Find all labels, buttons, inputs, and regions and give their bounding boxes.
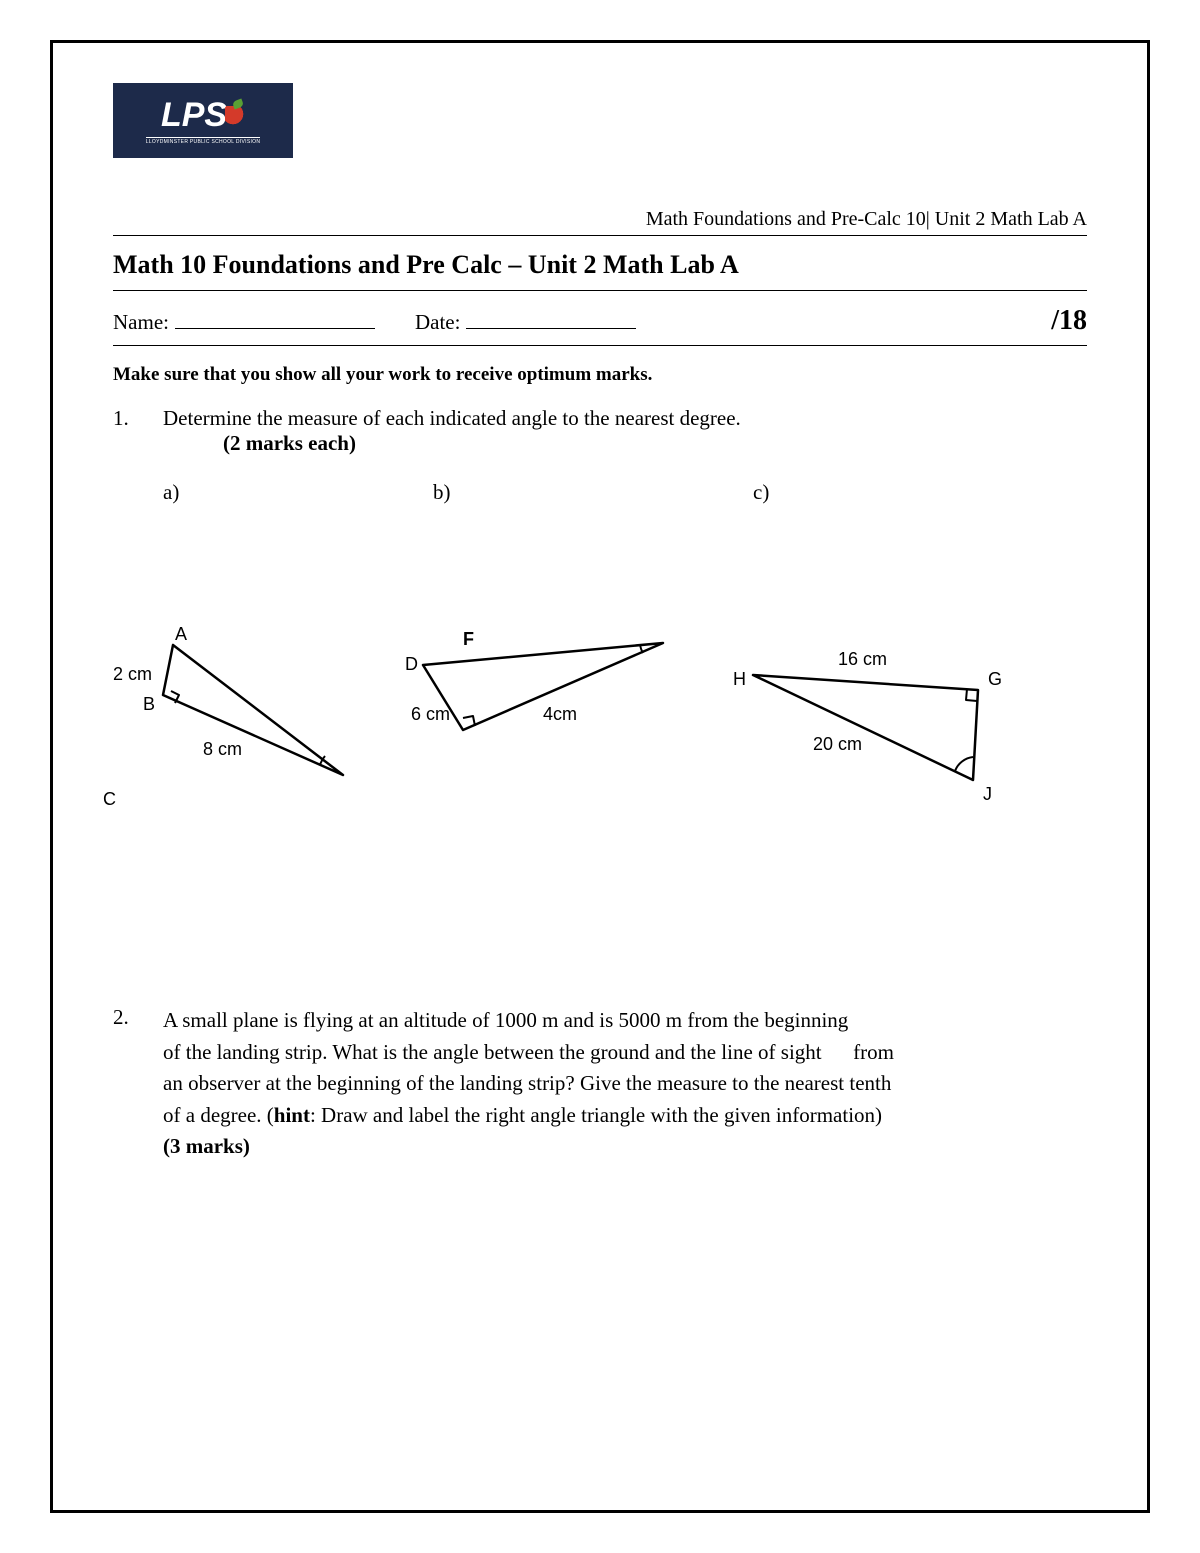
page-border: LPS LLOYDMINSTER PUBLIC SCHOOL DIVISION …: [50, 40, 1150, 1513]
worksheet-page: LPS LLOYDMINSTER PUBLIC SCHOOL DIVISION …: [0, 0, 1200, 1553]
q2-line1: A small plane is flying at an altitude o…: [163, 1008, 848, 1032]
q2-line3: an observer at the beginning of the land…: [163, 1071, 891, 1095]
q2-body: A small plane is flying at an altitude o…: [163, 1005, 1087, 1163]
q1-part-b-label: b): [433, 480, 753, 505]
apple-icon: [225, 106, 245, 126]
tri-c-side-HG: 16 cm: [838, 649, 887, 669]
tri-b-label-D: D: [405, 654, 418, 674]
logo-letters: LPS: [161, 96, 227, 135]
q1-number: 1.: [113, 406, 163, 456]
q2-marks: (3 marks): [163, 1134, 250, 1158]
q1-text: Determine the measure of each indicated …: [163, 406, 741, 430]
tri-c-label-G: G: [988, 669, 1002, 689]
logo-text: LPS: [161, 96, 245, 135]
tri-a-label-C: C: [103, 789, 116, 809]
q1-marks: (2 marks each): [223, 431, 356, 455]
worksheet-title: Math 10 Foundations and Pre Calc – Unit …: [113, 250, 1087, 291]
q2-hint: hint: [274, 1103, 310, 1127]
triangles-area: A 2 cm B 8 cm C F D 6 cm 4cm: [113, 625, 1087, 925]
tri-c-side-HJ: 20 cm: [813, 734, 862, 754]
q1-parts-row: a) b) c): [163, 480, 1087, 505]
triangle-c: H 16 cm G 20 cm J: [723, 635, 1043, 835]
tri-c-label-J: J: [983, 784, 992, 804]
header-course-line: Math Foundations and Pre-Calc 10| Unit 2…: [113, 208, 1087, 236]
triangle-b: F D 6 cm 4cm: [393, 625, 713, 805]
tri-b-side-EF: 4cm: [543, 704, 577, 724]
q1-part-c-label: c): [753, 480, 1087, 505]
question-1: 1. Determine the measure of each indicat…: [113, 406, 1087, 456]
q2-line4a: of a degree. (: [163, 1103, 274, 1127]
q2-number: 2.: [113, 1005, 163, 1163]
tri-c-label-H: H: [733, 669, 746, 689]
tri-a-side-BC: 8 cm: [203, 739, 242, 759]
tri-a-side-AB: 2 cm: [113, 664, 152, 684]
name-label: Name:: [113, 310, 169, 335]
tri-a-label-B: B: [143, 694, 155, 714]
q1-part-a-label: a): [163, 480, 433, 505]
tri-a-label-A: A: [175, 625, 187, 644]
q2-line2a: of the landing strip. What is the angle …: [163, 1040, 822, 1064]
q2-line4b: : Draw and label the right angle triangl…: [310, 1103, 882, 1127]
instruction-text: Make sure that you show all your work to…: [113, 364, 1087, 386]
q1-body: Determine the measure of each indicated …: [163, 406, 1087, 456]
date-label: Date:: [415, 310, 460, 335]
triangle-a: A 2 cm B 8 cm C: [93, 625, 393, 845]
tri-b-label-F: F: [463, 629, 474, 649]
name-date-row: Name: Date: /18: [113, 305, 1087, 346]
date-input-line[interactable]: [466, 305, 636, 329]
name-input-line[interactable]: [175, 305, 375, 329]
q2-line2b: from: [853, 1040, 894, 1064]
total-score: /18: [1051, 305, 1087, 337]
lpsd-logo: LPS LLOYDMINSTER PUBLIC SCHOOL DIVISION: [113, 83, 293, 158]
question-2: 2. A small plane is flying at an altitud…: [113, 1005, 1087, 1163]
tri-b-side-DE: 6 cm: [411, 704, 450, 724]
logo-subtext: LLOYDMINSTER PUBLIC SCHOOL DIVISION: [146, 137, 261, 145]
